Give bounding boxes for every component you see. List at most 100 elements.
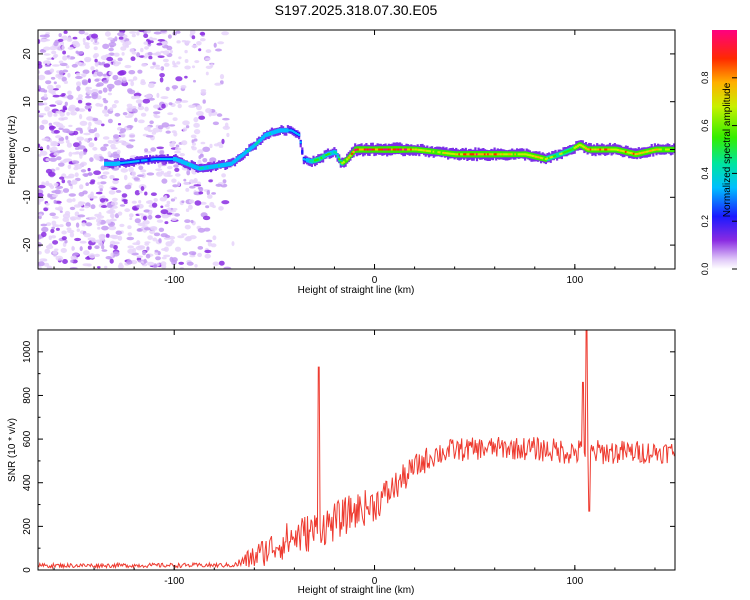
noise-speckle — [138, 119, 145, 124]
noise-speckle — [97, 266, 101, 269]
ridge-core — [565, 150, 568, 153]
noise-speckle — [210, 243, 217, 248]
noise-speckle — [51, 220, 57, 226]
ridge-core — [575, 145, 578, 148]
noise-speckle — [63, 30, 68, 34]
noise-speckle — [171, 178, 177, 183]
ridge-core — [429, 150, 432, 153]
noise-speckle — [231, 241, 235, 247]
noise-speckle — [93, 46, 98, 51]
noise-speckle — [209, 157, 217, 163]
ridge-core — [323, 155, 326, 157]
noise-speckle — [199, 38, 206, 42]
bottom-plot-frame — [37, 329, 676, 571]
ridge-core — [238, 156, 241, 159]
bottom-y-axis: 0 200 400 600 800 1000 — [22, 329, 675, 573]
noise-speckle — [64, 176, 72, 179]
ridge-core — [618, 149, 621, 152]
ridge-core — [318, 157, 321, 160]
top-x-axis: -100 0 100 — [53, 30, 656, 286]
ridge-core — [490, 153, 493, 156]
ridge-core — [423, 149, 426, 152]
bottom-x-axis-label: Height of straight line (km) — [298, 585, 415, 596]
ridge-core — [306, 159, 309, 162]
noise-speckle — [149, 209, 153, 214]
ridge-core — [623, 150, 626, 153]
noise-speckle — [212, 235, 217, 241]
y-tick-label: 600 — [22, 430, 33, 447]
noise-speckle — [140, 169, 147, 173]
noise-speckle — [101, 249, 108, 252]
noise-speckle — [216, 113, 223, 117]
ridge-core — [270, 132, 273, 134]
ridge-core — [413, 148, 416, 151]
noise-speckle — [44, 106, 50, 112]
noise-speckle — [157, 163, 162, 169]
noise-speckle — [189, 185, 196, 189]
noise-speckle — [134, 117, 138, 123]
ridge-core — [350, 152, 354, 155]
noise-speckle — [38, 234, 42, 240]
y-tick-label: -20 — [22, 237, 33, 252]
noise-speckle — [66, 198, 73, 203]
noise-speckle — [154, 115, 161, 119]
ridge-core — [302, 158, 305, 161]
noise-speckle — [55, 227, 60, 231]
noise-speckle — [198, 186, 204, 192]
noise-speckle — [188, 204, 193, 210]
bottom-y-axis-label: SNR (10 * v/v) — [7, 418, 18, 482]
noise-speckle — [54, 189, 61, 195]
ridge-core — [322, 155, 325, 158]
ridge-core — [334, 151, 338, 154]
noise-speckle — [67, 180, 72, 184]
ridge-core — [174, 158, 177, 161]
noise-speckle — [50, 146, 58, 152]
ridge-core — [126, 161, 129, 164]
noise-speckle — [124, 64, 132, 69]
ridge-core — [469, 153, 472, 156]
ridge-core — [376, 148, 379, 151]
noise-speckle — [214, 82, 222, 86]
noise-speckle — [177, 181, 181, 187]
noise-speckle — [178, 261, 184, 265]
ridge-core — [631, 152, 634, 155]
noise-speckle — [132, 242, 141, 246]
ridge-core — [382, 148, 386, 151]
ridge-core — [197, 167, 200, 170]
noise-speckle — [55, 84, 61, 89]
ridge-core — [290, 129, 293, 132]
noise-speckle — [65, 135, 69, 140]
noise-speckle — [110, 252, 114, 258]
noise-speckle — [62, 107, 68, 111]
noise-speckle — [94, 38, 98, 43]
noise-speckle — [64, 158, 72, 162]
ridge-core — [160, 158, 163, 161]
noise-speckle — [121, 141, 129, 146]
noise-speckle — [109, 244, 114, 248]
noise-speckle — [191, 146, 197, 151]
noise-speckle — [112, 178, 120, 181]
noise-speckle — [88, 253, 96, 259]
noise-speckle — [200, 153, 204, 157]
noise-speckle — [69, 232, 75, 238]
ridge-core — [458, 153, 461, 156]
noise-speckle — [126, 259, 133, 265]
ridge-core — [176, 158, 179, 161]
noise-speckle — [205, 239, 213, 243]
noise-speckle — [117, 57, 123, 62]
noise-speckle — [38, 113, 47, 116]
ridge-core — [576, 144, 579, 147]
noise-speckle — [147, 261, 155, 266]
noise-speckle — [79, 184, 84, 190]
noise-speckle — [109, 234, 117, 239]
noise-speckle — [66, 227, 72, 231]
ridge-core — [597, 148, 600, 151]
noise-speckle — [70, 180, 78, 185]
ridge-core — [477, 153, 480, 156]
noise-speckle — [75, 75, 83, 80]
noise-speckle — [166, 45, 173, 51]
noise-speckle — [82, 69, 90, 75]
noise-speckle — [61, 236, 67, 241]
ridge-core — [525, 153, 528, 156]
ridge-core — [557, 153, 560, 156]
